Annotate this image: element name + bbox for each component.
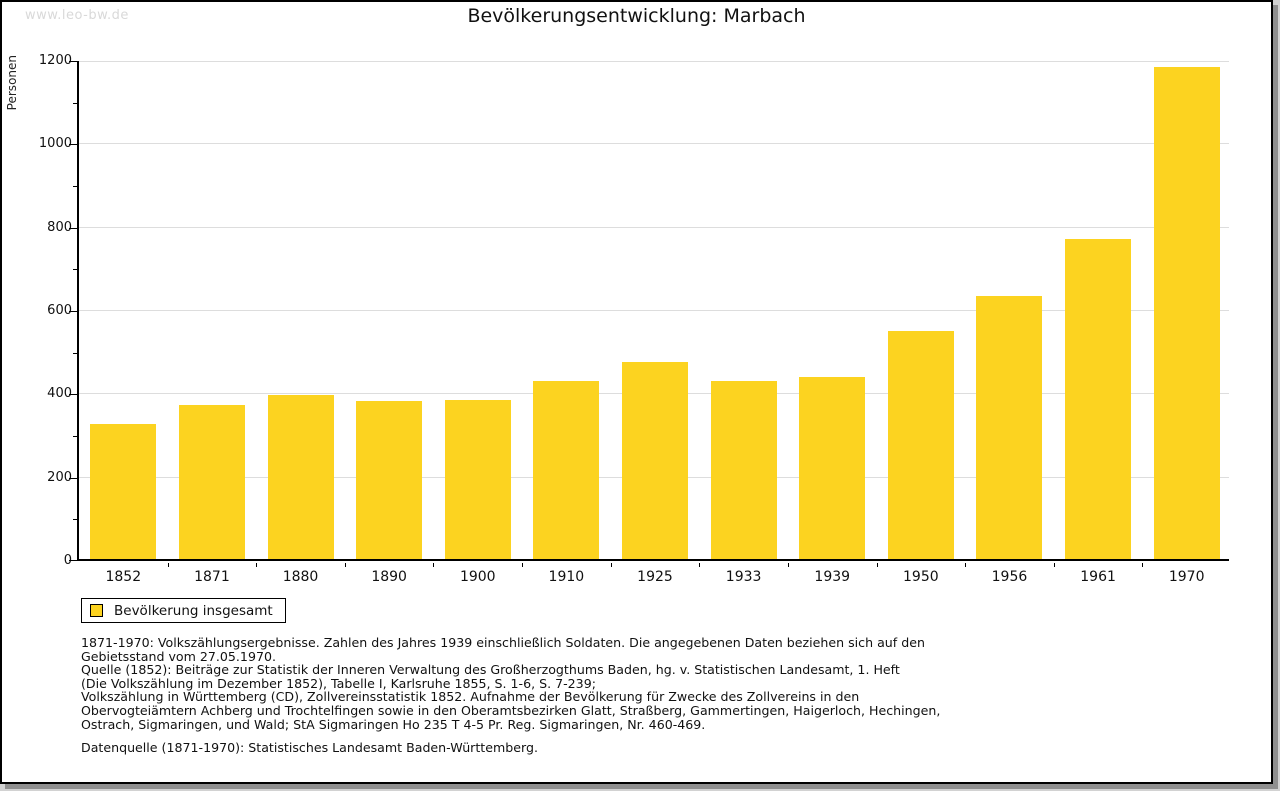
footer-note-line: Ostrach, Sigmaringen, und Wald; StA Sigm…	[81, 716, 706, 732]
bar-1871	[179, 405, 245, 559]
y-axis-major-tick	[69, 144, 77, 146]
bar-1900	[445, 400, 511, 559]
bar-1950	[888, 331, 954, 559]
bar-1933	[711, 381, 777, 559]
x-axis-tick	[611, 563, 612, 567]
y-axis-tick-labels: 0 200 400 600 800 1000 1200	[2, 53, 72, 568]
y-axis-tick-label: 800	[47, 219, 72, 235]
y-axis-major-tick	[69, 227, 77, 229]
x-axis-tick-label: 1880	[282, 569, 319, 585]
footer-notes: 1871-1970: Volkszählungsergebnisse. Zahl…	[81, 636, 1181, 731]
x-axis-tick	[877, 563, 878, 567]
footer-note-line: Volkszählung in Württemberg (CD), Zollve…	[81, 689, 860, 705]
legend: Bevölkerung insgesamt	[81, 598, 286, 623]
x-axis-tick	[699, 563, 700, 567]
y-axis-major-tick	[69, 394, 77, 396]
x-axis-tick	[256, 563, 257, 567]
legend-label: Bevölkerung insgesamt	[114, 602, 273, 619]
footer: 1871-1970: Volkszählungsergebnisse. Zahl…	[81, 636, 1181, 755]
watermark: www.leo-bw.de	[25, 8, 129, 23]
y-axis-major-tick	[69, 477, 77, 479]
footer-datasource: Datenquelle (1871-1970): Statistisches L…	[81, 740, 538, 756]
x-axis-tick-label: 1970	[1168, 569, 1205, 585]
bar-1925	[622, 362, 688, 559]
x-axis-tick-label: 1950	[903, 569, 939, 585]
y-gridline	[79, 226, 1229, 228]
y-axis-tick-label: 600	[47, 303, 72, 318]
legend-swatch-icon	[90, 604, 103, 617]
y-axis-major-tick	[69, 311, 77, 312]
y-gridline	[79, 143, 1229, 145]
y-gridline	[79, 61, 1229, 62]
y-axis-tick-label: 0	[63, 553, 72, 568]
bar-1880	[268, 395, 334, 559]
x-axis-tick-label: 1890	[371, 569, 407, 585]
y-gridline	[79, 310, 1229, 311]
chart-title: Bevölkerungsentwicklung: Marbach	[467, 5, 806, 27]
x-axis-tick	[522, 563, 523, 567]
y-axis-minor-tick	[73, 269, 77, 271]
x-axis-tick	[1054, 563, 1055, 567]
x-axis-tick-label: 1910	[548, 569, 585, 585]
x-axis-tick	[433, 563, 434, 567]
y-axis-minor-tick	[73, 186, 77, 187]
x-axis-tick	[788, 563, 789, 567]
footer-note-line: Obervogteiämtern Achberg und Trochtelfin…	[81, 702, 941, 718]
y-axis-major-tick	[69, 61, 77, 62]
bar-1890	[356, 401, 422, 559]
bar-1970	[1154, 67, 1220, 559]
y-axis-minor-tick	[73, 102, 77, 104]
bar-1939	[799, 377, 865, 559]
x-axis-tick-label: 1871	[194, 569, 230, 585]
y-axis-tick-label: 200	[47, 469, 72, 485]
footer-note-line: 1871-1970: Volkszählungsergebnisse. Zahl…	[81, 635, 925, 650]
y-axis-tick-label: 400	[47, 386, 72, 402]
y-axis-minor-tick	[73, 352, 77, 354]
footer-note-line: Quelle (1852): Beiträge zur Statistik de…	[81, 662, 900, 678]
y-axis-minor-tick	[73, 436, 77, 437]
footer-note-line: (Die Volkszählung im Dezember 1852), Tab…	[81, 675, 596, 691]
x-axis-tick-label: 1900	[459, 569, 496, 585]
x-axis-tick-label: 1961	[1080, 569, 1116, 585]
x-axis-tick-label: 1852	[105, 569, 142, 585]
bar-1961	[1065, 239, 1131, 559]
y-axis-major-tick	[69, 560, 77, 561]
x-axis-tick	[965, 563, 966, 567]
x-axis-tick-label: 1933	[725, 569, 762, 585]
x-axis-tick-label: 1939	[814, 569, 851, 585]
bar-1910	[533, 381, 599, 559]
y-axis-tick-label: 1000	[38, 136, 72, 152]
y-axis-minor-tick	[73, 519, 77, 521]
x-axis-tick	[168, 563, 169, 567]
x-axis-tick	[345, 563, 346, 567]
footer-note-line: Gebietsstand vom 27.05.1970.	[81, 648, 276, 664]
bar-1956	[976, 296, 1042, 559]
x-axis-tick-label: 1925	[637, 569, 673, 585]
plot-area: 1852 1871 1880 1890 1900 1910 1925 1933 1939 1950…	[69, 61, 1229, 585]
x-axis-tick-label: 1956	[991, 569, 1028, 585]
y-axis-tick-label: 1200	[38, 53, 72, 68]
x-axis-tick	[1142, 563, 1143, 567]
bar-1852	[90, 424, 156, 559]
